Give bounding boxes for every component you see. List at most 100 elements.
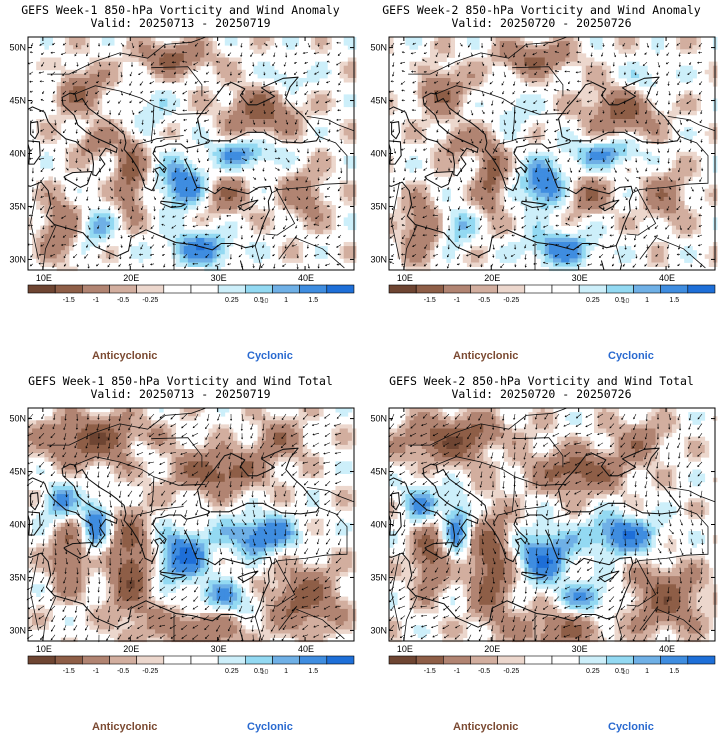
colorbar-swatch — [217, 655, 246, 665]
colorbar-tick-label: 0.5 — [615, 668, 625, 675]
colorbar-tick-label: -1.5 — [63, 297, 75, 304]
colorbar-tick-label: -0.25 — [142, 668, 158, 675]
colorbar-tick-label: -1 — [93, 668, 99, 675]
colorbar-swatch — [54, 655, 83, 665]
lat-tick-label: 30N — [9, 254, 26, 264]
country-borders — [391, 37, 715, 270]
colorbar-swatch — [551, 655, 580, 665]
colorbar-tick-label: -0.5 — [117, 668, 129, 675]
lat-tick-label: 45N — [9, 96, 26, 106]
colorbar-tick-label: 1 — [645, 297, 649, 304]
colorbar-swatch — [136, 655, 165, 665]
cyclonic-label: Cyclonic — [247, 721, 293, 733]
lat-tick-label: 35N — [9, 572, 26, 582]
colorbar-swatch — [326, 284, 355, 294]
panel-week1-anomaly: GEFS Week-1 850-hPa Vorticity and Wind A… — [0, 0, 361, 371]
panel-valid-dates: Valid: 20250720 - 20250726 — [451, 387, 632, 401]
colorbar-swatch — [27, 284, 56, 294]
lat-tick-label: 40N — [370, 149, 387, 159]
country-borders — [30, 37, 354, 270]
lon-tick-label: 10E — [36, 273, 52, 283]
wind-vectors — [388, 42, 705, 269]
lon-tick-label: 20E — [484, 273, 500, 283]
wind-vectors — [27, 41, 343, 270]
colorbar-swatch — [82, 284, 110, 294]
colorbar-tick-label: 0.5 — [615, 297, 625, 304]
colorbar-swatch — [470, 655, 498, 665]
colorbar-swatch — [497, 284, 526, 294]
colorbar-swatch — [443, 655, 471, 665]
lon-tick-label: 10E — [397, 273, 413, 283]
colorbar-swatch — [606, 655, 634, 665]
lat-tick-label: 30N — [9, 625, 26, 635]
colorbar-swatch — [109, 284, 137, 294]
colorbar-tick-label: -1 — [93, 297, 99, 304]
lat-tick-label: 40N — [9, 520, 26, 530]
colorbar-tick-label: -0.5 — [478, 668, 490, 675]
colorbar-tick-label: 0.5 — [254, 297, 264, 304]
colorbar-swatch — [190, 655, 219, 665]
panel-title: GEFS Week-1 850-hPa Vorticity and Wind A… — [21, 3, 340, 17]
anticyclonic-label: Anticyclonic — [92, 721, 158, 733]
lon-tick-label: 30E — [572, 644, 588, 654]
vorticity-field — [28, 37, 357, 272]
colorbar-swatch — [388, 284, 417, 294]
colorbar-swatch — [299, 655, 328, 665]
colorbar-tick-label: 1.5 — [669, 668, 679, 675]
anticyclonic-label: Anticyclonic — [453, 350, 519, 362]
colorbar-tick-label: 1 — [284, 668, 288, 675]
colorbar-swatch — [660, 284, 689, 294]
panel-valid-dates: Valid: 20250713 - 20250719 — [90, 16, 271, 30]
colorbar-swatch — [578, 655, 607, 665]
colorbar-swatch — [54, 284, 83, 294]
panel-title: GEFS Week-2 850-hPa Vorticity and Wind T… — [389, 374, 694, 388]
colorbar-swatch — [524, 284, 553, 294]
lat-tick-label: 35N — [370, 201, 387, 211]
colorbar-swatch — [136, 284, 165, 294]
colorbar: -1.5 -1 -0.5 -0.25 0.25 0.5 1 1.5 10 — [27, 655, 355, 676]
colorbar-tick-label: 0.25 — [586, 668, 600, 675]
colorbar-swatch — [470, 284, 498, 294]
coastlines — [28, 76, 320, 270]
anticyclonic-label: Anticyclonic — [453, 721, 519, 733]
colorbar-swatch — [551, 284, 580, 294]
colorbar-swatch — [272, 284, 300, 294]
colorbar-swatch — [82, 655, 110, 665]
lon-tick-label: 20E — [123, 273, 139, 283]
lat-tick-label: 30N — [370, 625, 387, 635]
colorbar-swatch — [109, 655, 137, 665]
colorbar-scale-label: 10 — [261, 298, 269, 305]
lon-tick-label: 20E — [123, 644, 139, 654]
colorbar-tick-label: -0.25 — [142, 297, 158, 304]
lat-tick-label: 35N — [370, 572, 387, 582]
colorbar-swatch — [245, 655, 273, 665]
colorbar-tick-label: 0.25 — [586, 297, 600, 304]
colorbar-swatch — [163, 284, 192, 294]
panel-title: GEFS Week-2 850-hPa Vorticity and Wind A… — [382, 3, 701, 17]
colorbar-tick-label: -1.5 — [63, 668, 75, 675]
colorbar-swatch — [606, 284, 634, 294]
country-borders — [30, 408, 354, 641]
panel-week1-total: GEFS Week-1 850-hPa Vorticity and Wind T… — [0, 371, 361, 742]
lat-tick-label: 45N — [9, 467, 26, 477]
colorbar-tick-label: 0.25 — [225, 297, 239, 304]
panel-week2-anomaly: GEFS Week-2 850-hPa Vorticity and Wind A… — [361, 0, 722, 371]
lat-tick-label: 50N — [9, 414, 26, 424]
colorbar-tick-label: 1 — [645, 668, 649, 675]
vorticity-map: 10E 20E 30E 40E 50N 45N 40N 35N 30N — [370, 407, 718, 654]
lat-tick-label: 45N — [370, 467, 387, 477]
colorbar-swatch — [299, 284, 328, 294]
colorbar-tick-label: -0.25 — [503, 668, 519, 675]
lat-tick-label: 40N — [370, 520, 387, 530]
vorticity-map: 10E 20E 30E 40E 50N 45N 40N 35N 30N — [9, 407, 357, 654]
lon-tick-label: 20E — [484, 644, 500, 654]
colorbar-swatch — [633, 655, 661, 665]
lon-tick-label: 30E — [211, 644, 227, 654]
colorbar-tick-label: 0.25 — [225, 668, 239, 675]
panel-title: GEFS Week-1 850-hPa Vorticity and Wind T… — [28, 374, 333, 388]
panel-valid-dates: Valid: 20250720 - 20250726 — [451, 16, 632, 30]
colorbar-swatch — [633, 284, 661, 294]
colorbar-swatch — [443, 284, 471, 294]
country-borders — [391, 408, 715, 641]
colorbar-swatch — [687, 655, 716, 665]
